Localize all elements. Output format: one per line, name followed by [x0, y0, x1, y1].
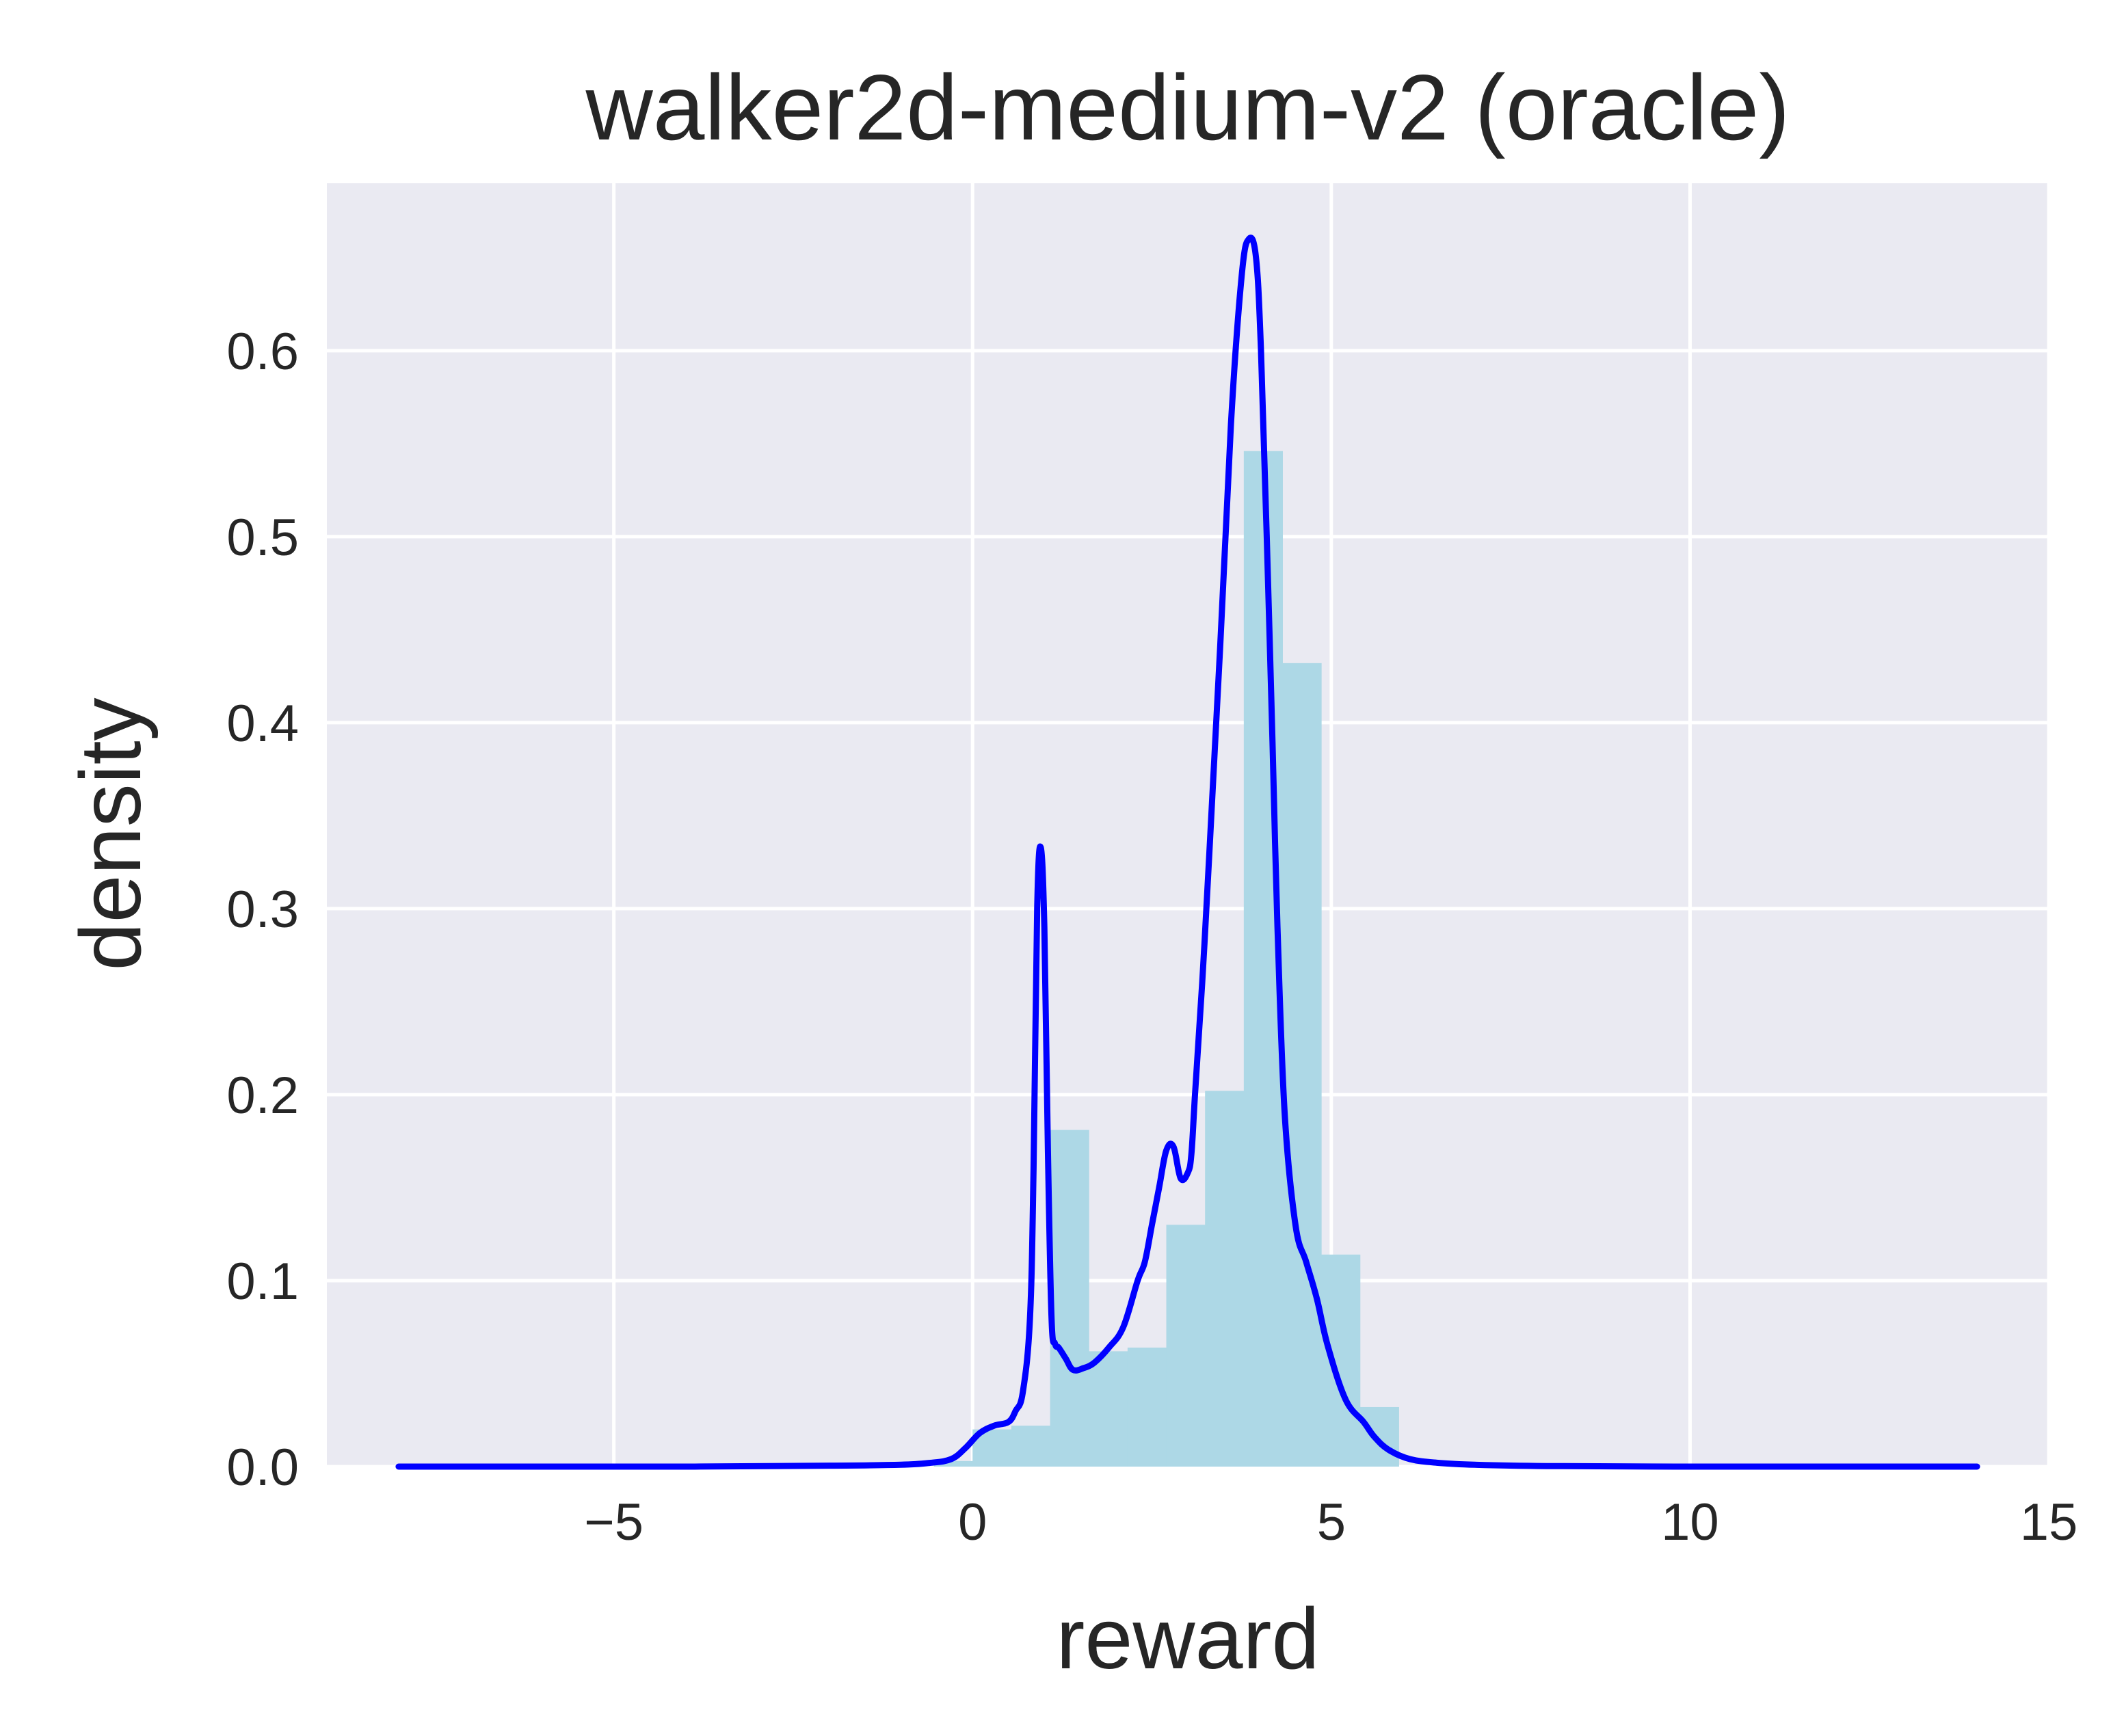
histogram-bar [1205, 1091, 1245, 1467]
histogram-bar [1050, 1130, 1089, 1467]
x-tick-label: 0 [958, 1493, 987, 1551]
histogram-bar [1011, 1426, 1051, 1467]
x-tick-label: −5 [584, 1493, 643, 1551]
histogram-bar [933, 1460, 973, 1467]
y-tick-label: 0.1 [226, 1253, 299, 1311]
chart-title: walker2d-medium-v2 (oracle) [585, 55, 1790, 159]
histogram-bar [1127, 1347, 1167, 1467]
x-axis-ticks: −5 0 5 10 15 [584, 1493, 2077, 1551]
histogram-bar [1089, 1351, 1128, 1467]
y-tick-label: 0.3 [226, 881, 299, 939]
y-tick-label: 0.2 [226, 1067, 299, 1125]
x-tick-label: 15 [2020, 1493, 2078, 1551]
y-tick-label: 0.0 [226, 1439, 299, 1497]
y-tick-label: 0.4 [226, 695, 299, 753]
histogram-bar [1321, 1254, 1361, 1467]
grid-lines [327, 183, 2051, 1469]
histogram-bar [1166, 1225, 1206, 1467]
y-axis-label: density [62, 697, 159, 970]
y-axis-ticks: 0.0 0.1 0.2 0.3 0.4 0.5 0.6 [226, 323, 299, 1497]
histogram-bar [1359, 1406, 1399, 1467]
histogram-bar [1282, 663, 1322, 1467]
x-axis-label: reward [1056, 1590, 1319, 1687]
y-tick-label: 0.5 [226, 509, 299, 567]
y-tick-label: 0.6 [226, 323, 299, 381]
kde-curve [395, 235, 1980, 1470]
x-tick-label: 10 [1661, 1493, 1719, 1551]
x-tick-label: 5 [1317, 1493, 1346, 1551]
